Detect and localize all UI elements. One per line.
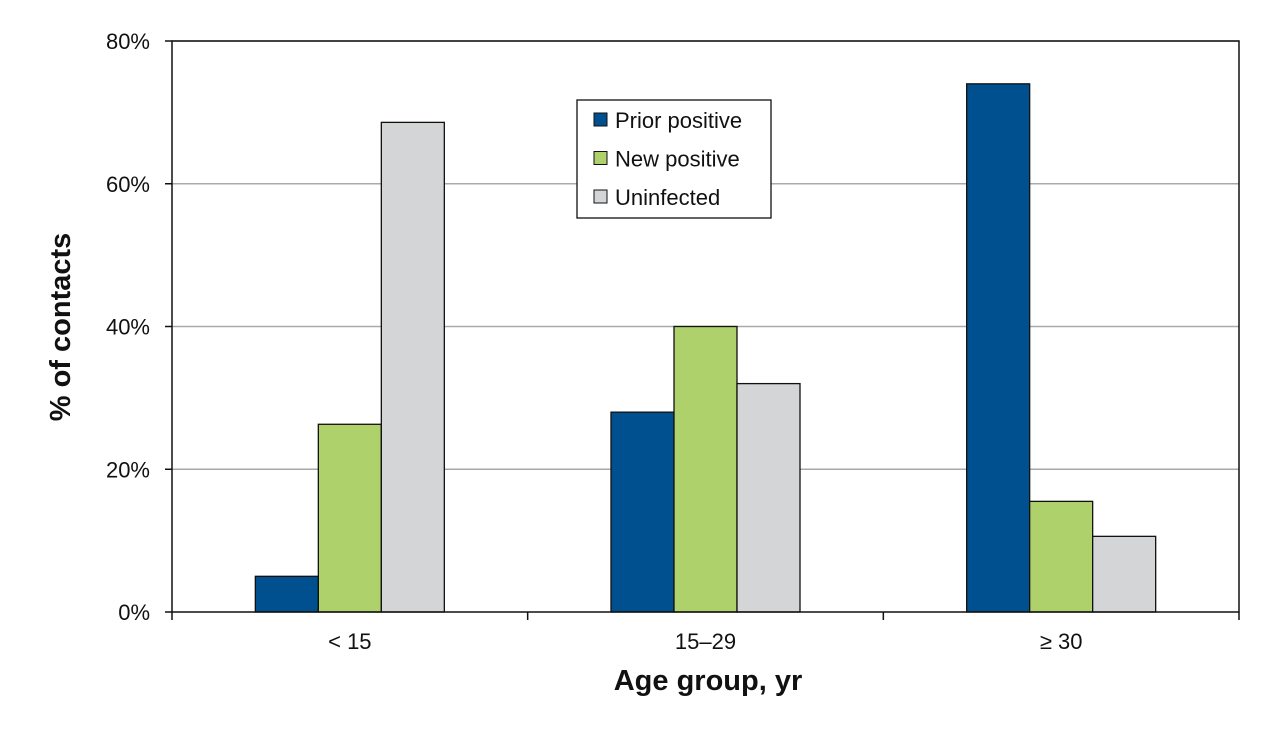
x-tick-labels: < 15 15–29 ≥ 30	[328, 629, 1082, 654]
x-tick-label: ≥ 30	[1040, 629, 1083, 654]
legend-label: Prior positive	[615, 108, 742, 133]
bar	[966, 83, 1031, 613]
bar	[673, 325, 738, 613]
bar	[610, 411, 675, 613]
x-tick-label: < 15	[328, 629, 371, 654]
axes	[165, 40, 1240, 620]
bar	[1092, 535, 1157, 613]
legend-swatch	[593, 189, 608, 204]
y-tick-labels: 0% 20% 40% 60% 80%	[106, 29, 150, 625]
legend-label: New positive	[615, 147, 740, 172]
bar	[317, 423, 382, 613]
y-tick-label: 20%	[106, 457, 150, 482]
bar	[254, 575, 319, 613]
legend-swatch	[593, 112, 608, 127]
plot-frame	[171, 40, 1240, 613]
bar	[380, 121, 445, 613]
y-tick-label: 80%	[106, 29, 150, 54]
legend-box	[576, 99, 772, 219]
bar	[736, 382, 801, 613]
x-axis-title: Age group, yr	[614, 665, 803, 697]
y-tick-label: 0%	[118, 600, 150, 625]
y-tick-label: 60%	[106, 172, 150, 197]
x-tick-label: 15–29	[675, 629, 736, 654]
legend-label: Uninfected	[615, 185, 720, 210]
legend-swatch	[593, 151, 608, 165]
y-axis-title: % of contacts	[45, 233, 77, 422]
bar	[1029, 500, 1094, 613]
legend: Prior positive New positive Uninfected	[576, 99, 772, 219]
bars	[254, 83, 1157, 613]
y-tick-label: 40%	[106, 315, 150, 340]
